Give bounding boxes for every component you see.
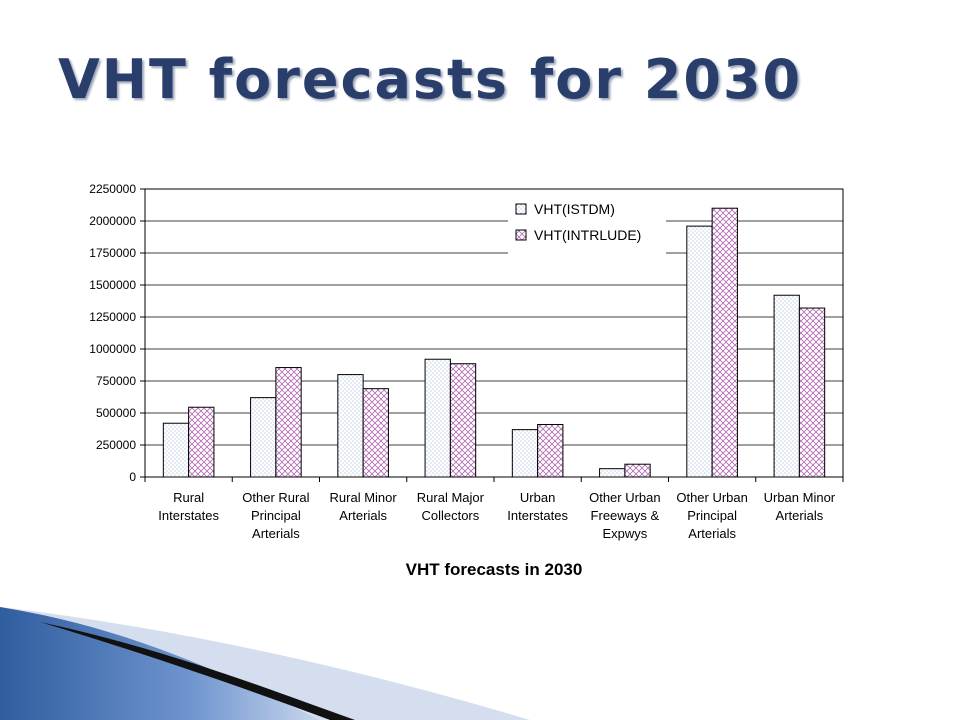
y-tick-label: 2250000 [89,182,136,196]
x-category-line: Urban [520,490,555,505]
y-tick-label: 1750000 [89,246,136,260]
x-category-line: Principal [687,508,737,523]
bar-istdm [250,397,277,478]
slide-title: VHT forecasts for 2030 [58,48,803,111]
plot-frame [144,188,844,478]
x-category-label: Urban Minor Arterials [764,490,836,523]
x-category-label: Urban Interstates [507,490,568,523]
x-category-line: Arterials [776,508,824,523]
x-category-line: Principal [251,508,301,523]
legend-box [508,196,666,254]
legend-swatch [515,203,527,215]
legend-label: VHT(INTRLUDE) [534,227,641,243]
bar-intrlude [275,367,302,478]
x-category-label: Rural Minor Arterials [330,490,398,523]
x-category-label: Other Urban Freeways & Expwys [589,490,661,541]
x-category-label: Other Urban Principal Arterials [676,490,748,541]
x-category-label: Rural Interstates [158,490,219,523]
y-tick-label: 750000 [96,374,136,388]
x-category-line: Rural Major [417,490,485,505]
x-category-label: Other Rural Principal Arterials [242,490,309,541]
y-tick-label: 2000000 [89,214,136,228]
x-category-line: Other Urban [676,490,748,505]
x-category-line: Freeways & [591,508,660,523]
x-category-line: Expwys [602,526,647,541]
bar-istdm [511,429,539,478]
axes: 0 250000 500000 750000 1000000 1250000 1500000… [89,182,844,541]
x-category-line: Rural [173,490,204,505]
x-category-line: Arterials [688,526,736,541]
bar-intrlude [449,363,477,478]
bar-istdm [599,468,626,478]
bar-istdm [162,422,190,478]
x-category-line: Collectors [421,508,479,523]
legend-swatch [515,229,527,241]
x-category-line: Other Urban [589,490,661,505]
bar-intrlude [798,307,826,478]
x-category-line: Other Rural [242,490,309,505]
y-tick-label: 1250000 [89,310,136,324]
chart-title: VHT forecasts in 2030 [406,560,583,579]
bar-intrlude [537,424,564,478]
y-tick-label: 0 [129,470,136,484]
bar-istdm [686,225,713,478]
gridlines [145,188,843,446]
x-category-line: Rural Minor [330,490,398,505]
bar-intrlude [362,388,389,478]
decoration-swoosh-blue [0,607,320,720]
x-category-line: Arterials [252,526,300,541]
x-category-line: Urban Minor [764,490,836,505]
y-tick-label: 500000 [96,406,136,420]
bar-istdm [773,294,800,478]
bar-intrlude [624,463,651,478]
decoration-swoosh-dark [40,622,355,720]
y-tick-label: 1000000 [89,342,136,356]
bar-istdm [424,358,451,478]
y-tick-label: 250000 [96,438,136,452]
bars [162,207,826,478]
bar-intrlude [188,406,215,478]
x-category-line: Interstates [507,508,568,523]
x-category-line: Arterials [339,508,387,523]
y-tick-label: 1500000 [89,278,136,292]
legend: VHT(ISTDM) VHT(INTRLUDE) [508,196,666,254]
legend-label: VHT(ISTDM) [534,201,615,217]
x-category-label: Rural Major Collectors [417,490,485,523]
x-category-line: Interstates [158,508,219,523]
bar-istdm [337,374,364,478]
bar-intrlude [711,207,738,478]
